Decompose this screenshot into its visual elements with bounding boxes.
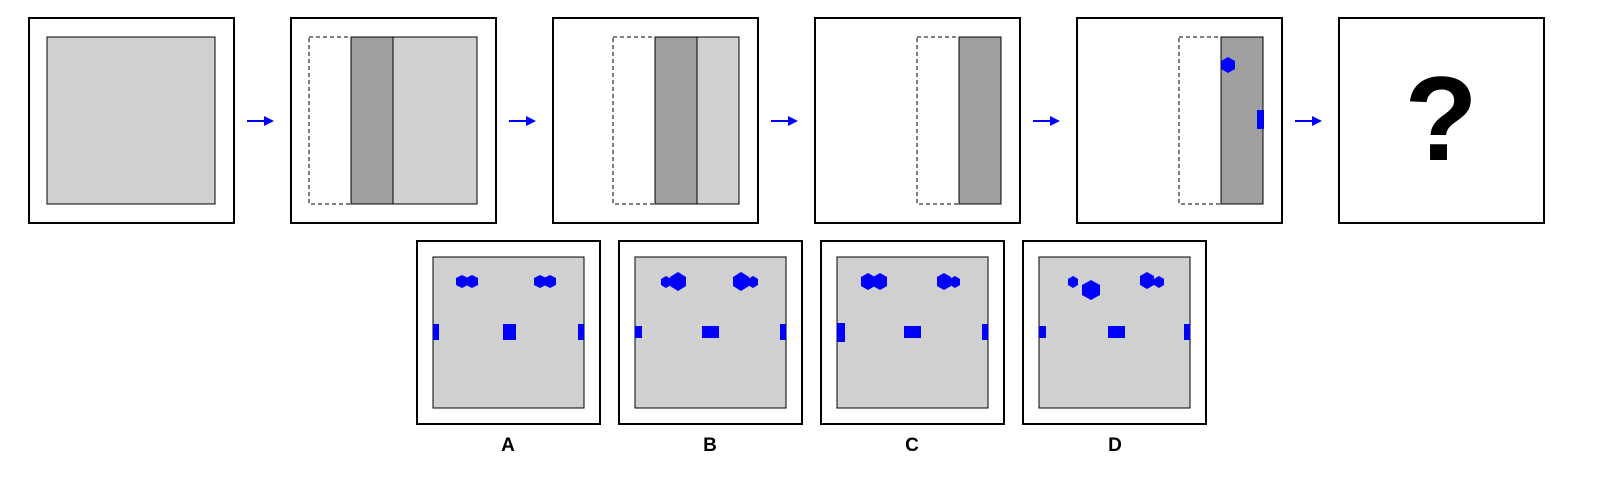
option-label: B (703, 435, 717, 456)
right-arrow-icon (509, 116, 536, 126)
blue-hexagon (1140, 272, 1154, 289)
dark-gray-strip (958, 36, 1002, 205)
blue-edge-bar (433, 324, 439, 340)
light-gray-strip (696, 36, 740, 205)
light-gray-square (46, 36, 216, 205)
blue-center-block (904, 326, 921, 338)
blue-hexagon (748, 276, 758, 288)
dashed-outline-strip (916, 36, 960, 205)
blue-edge-bar (1257, 110, 1264, 129)
dashed-outline-strip (612, 36, 656, 205)
right-arrow-icon (1033, 116, 1060, 126)
blue-hexagon (733, 272, 749, 291)
option-d[interactable]: D (1022, 240, 1207, 456)
light-gray-strip (392, 36, 478, 205)
sequence-panel-5 (1076, 17, 1283, 224)
blue-hexagon (1221, 57, 1235, 73)
blue-hexagon (950, 276, 960, 288)
blue-edge-bar (1184, 324, 1190, 340)
blue-edge-bar (1039, 326, 1046, 338)
right-arrow-icon (771, 116, 798, 126)
right-arrow-icon (247, 116, 274, 126)
sequence-panel-4 (814, 17, 1021, 224)
dashed-outline-strip (308, 36, 352, 205)
blue-hexagon (534, 275, 546, 288)
blue-edge-bar (837, 323, 845, 342)
sequence-panel-1 (28, 17, 235, 224)
blue-center-block (503, 324, 516, 340)
blue-hexagon (466, 275, 478, 288)
question-mark: ? (1404, 52, 1477, 186)
option-label: D (1108, 435, 1122, 456)
option-a[interactable]: A (416, 240, 601, 456)
blue-center-block (1108, 326, 1125, 338)
blue-hexagon (670, 272, 686, 291)
dark-gray-strip (350, 36, 394, 205)
blue-edge-bar (780, 324, 786, 340)
blue-hexagon (1082, 280, 1100, 300)
panel-frame (1338, 17, 1545, 224)
sequence-panel-6: ? (1338, 17, 1545, 224)
blue-hexagon (661, 276, 671, 288)
blue-edge-bar (982, 324, 988, 340)
option-b[interactable]: B (618, 240, 803, 456)
dashed-outline-strip (1178, 36, 1222, 205)
option-c[interactable]: C (820, 240, 1005, 456)
blue-hexagon (861, 273, 875, 290)
blue-edge-bar (635, 326, 642, 338)
blue-hexagon (544, 275, 556, 288)
sequence-panel-2 (290, 17, 497, 224)
blue-hexagon (873, 273, 887, 290)
sequence-panel-3 (552, 17, 759, 224)
dark-gray-strip (654, 36, 698, 205)
blue-hexagon (1154, 276, 1164, 288)
blue-hexagon (1068, 276, 1078, 288)
blue-edge-bar (578, 324, 584, 340)
blue-hexagon (456, 275, 468, 288)
option-label: C (905, 435, 919, 456)
right-arrow-icon (1295, 116, 1322, 126)
blue-hexagon (937, 273, 951, 290)
blue-center-block (702, 326, 719, 338)
option-label: A (501, 435, 515, 456)
